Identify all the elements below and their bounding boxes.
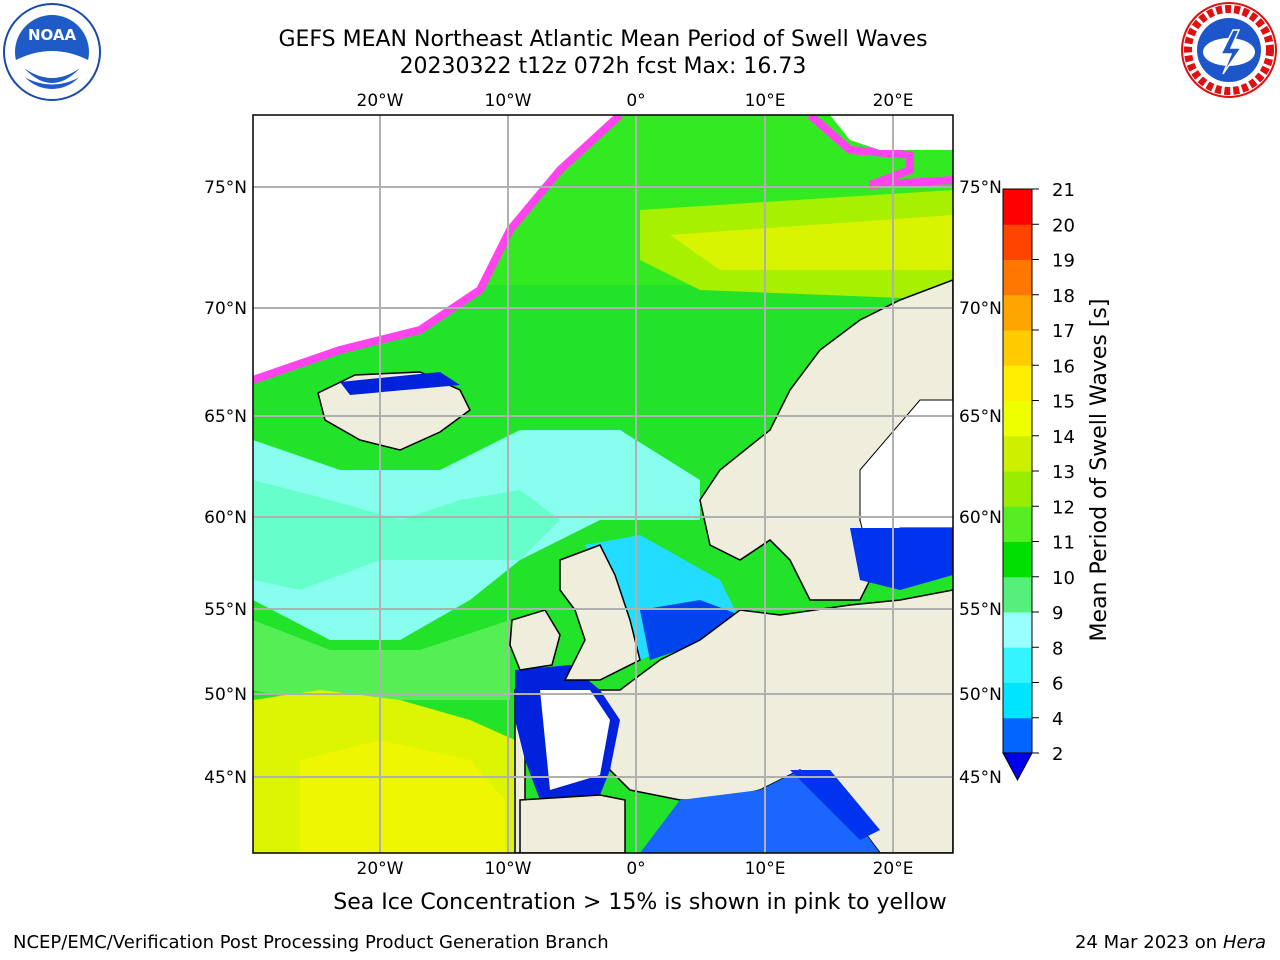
- lat-tick-left: 45°N: [204, 768, 247, 788]
- colorbar-segment: [1003, 647, 1032, 683]
- colorbar-segment: [1003, 506, 1032, 542]
- colorbar-segment: [1003, 541, 1032, 578]
- colorbar-tick-label: 21: [1052, 180, 1075, 201]
- colorbar-tick-label: 2: [1052, 744, 1063, 765]
- colorbar-segment: [1003, 612, 1032, 648]
- colorbar-tick-label: 11: [1052, 533, 1075, 554]
- lat-tick-right: 55°N: [959, 600, 1002, 620]
- colorbar-segment: [1003, 471, 1032, 507]
- colorbar-tick-label: 15: [1052, 392, 1075, 413]
- colorbar-segment: [1003, 365, 1032, 401]
- footer-host: Hera: [1222, 932, 1266, 953]
- northsea-blue: [640, 600, 740, 660]
- lon-tick-bottom: 10°E: [745, 859, 786, 879]
- svalbard-ice-edge: [807, 115, 953, 189]
- colorbar-segment: [1003, 717, 1032, 754]
- colorbar-segment: [1003, 330, 1032, 366]
- colorbar-tick-label: 12: [1052, 497, 1075, 518]
- lon-tick-bottom: 10°W: [485, 859, 532, 879]
- footer-date: 24 Mar 2023 on Hera: [1075, 932, 1266, 953]
- lon-tick-bottom: 20°W: [357, 859, 404, 879]
- swell-band-ne-core: [670, 215, 953, 270]
- lat-tick-right: 65°N: [959, 407, 1002, 427]
- chart-subtitle: 20230322 t12z 072h fcst Max: 16.73: [399, 54, 807, 79]
- colorbar-tick-label: 8: [1052, 638, 1063, 659]
- footer-credit: NCEP/EMC/Verification Post Processing Pr…: [13, 932, 609, 953]
- colorbar-tick-label: 18: [1052, 286, 1075, 307]
- lon-tick-top: 10°W: [485, 91, 532, 111]
- lat-tick-right: 45°N: [959, 768, 1002, 788]
- lat-tick-left: 70°N: [204, 299, 247, 319]
- colorbar-tick-label: 13: [1052, 462, 1075, 483]
- lat-tick-right: 50°N: [959, 685, 1002, 705]
- colorbar-segment: [1003, 189, 1032, 225]
- lat-tick-right: 70°N: [959, 299, 1002, 319]
- colorbar-tick-label: 4: [1052, 709, 1063, 730]
- colorbar-segment: [1003, 294, 1032, 331]
- svalbard: [830, 115, 953, 150]
- sea-ice-note: Sea Ice Concentration > 15% is shown in …: [333, 890, 947, 915]
- baltic-lowperiod: [850, 528, 953, 590]
- colorbar-segment: [1003, 576, 1032, 613]
- lat-tick-left: 55°N: [204, 600, 247, 620]
- graticule: [253, 115, 953, 853]
- colorbar-extend-arrow: [1002, 752, 1033, 782]
- greenland-ice-edge: [253, 115, 623, 384]
- colorbar-segment: [1003, 259, 1032, 296]
- colorbar-label: Mean Period of Swell Waves [s]: [1087, 299, 1112, 642]
- lon-tick-top: 20°E: [873, 91, 914, 111]
- iceland-north-lowperiod: [340, 372, 460, 395]
- swell-cyan-core: [253, 480, 560, 590]
- adriatic-lowperiod: [790, 770, 880, 840]
- colorbar-tick-label: 17: [1052, 321, 1075, 342]
- noaa-logo: NOAA: [2, 2, 102, 102]
- map-area: [253, 115, 953, 853]
- swell-mid-band: [253, 620, 510, 700]
- lon-tick-bottom: 20°E: [873, 859, 914, 879]
- colorbar-tick-label: 16: [1052, 356, 1075, 377]
- greenland: [253, 115, 620, 380]
- lat-tick-right: 60°N: [959, 508, 1002, 528]
- colorbar-segment: [1003, 400, 1032, 437]
- swell-sw-core: [300, 740, 505, 853]
- svg-text:NOAA: NOAA: [28, 26, 77, 44]
- lat-tick-left: 50°N: [204, 685, 247, 705]
- great-britain: [559, 544, 641, 681]
- footer-date-text: 24 Mar 2023 on: [1074, 932, 1218, 953]
- biscay-interior: [540, 690, 610, 790]
- colorbar-segment: [1003, 682, 1032, 719]
- iberia: [519, 794, 626, 853]
- colorbar-segment: [1003, 224, 1032, 260]
- map-frame: [252, 114, 954, 854]
- lon-tick-bottom: 0°: [626, 859, 645, 879]
- colorbar-tick-label: 6: [1052, 674, 1063, 695]
- lat-tick-left: 60°N: [204, 508, 247, 528]
- lon-tick-top: 10°E: [745, 91, 786, 111]
- lat-tick-right: 75°N: [959, 178, 1002, 198]
- lon-tick-top: 20°W: [357, 91, 404, 111]
- colorbar-tick-label: 10: [1052, 568, 1075, 589]
- colorbar-tick-label: 20: [1052, 215, 1075, 236]
- lat-tick-left: 65°N: [204, 407, 247, 427]
- map-figure: 20°W 10°W 0° 10°E 20°E 20°W 10°W 0° 10°E…: [204, 91, 1112, 879]
- colorbar: 2 4 6 8 9 10 11 12 13 14 15 16 17 18 19 20 21: [1002, 180, 1075, 782]
- lon-tick-top: 0°: [626, 91, 645, 111]
- chart-title: GEFS MEAN Northeast Atlantic Mean Period…: [278, 27, 928, 52]
- nws-logo: [1179, 0, 1279, 100]
- lat-tick-left: 75°N: [204, 178, 247, 198]
- colorbar-tick-label: 19: [1052, 251, 1075, 272]
- colorbar-tick-label: 9: [1052, 603, 1063, 624]
- colorbar-tick-label: 14: [1052, 427, 1075, 448]
- colorbar-segment: [1003, 435, 1032, 472]
